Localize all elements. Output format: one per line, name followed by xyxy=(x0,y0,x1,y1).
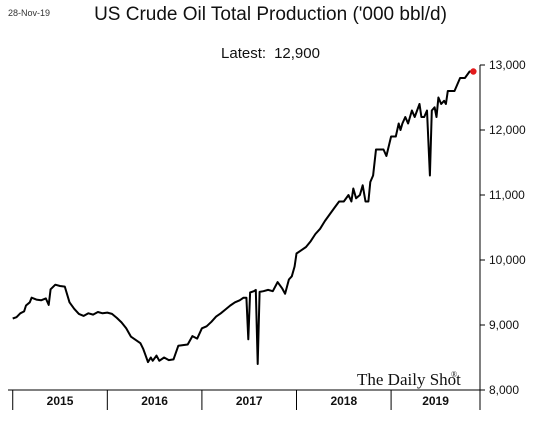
series-line xyxy=(12,70,474,365)
y-tick-label: 9,000 xyxy=(489,318,519,332)
x-tick-label: 2016 xyxy=(141,394,168,408)
watermark-text: The Daily Shot xyxy=(357,370,461,389)
x-tick-label: 2015 xyxy=(47,394,74,408)
date-stamp: 28-Nov-19 xyxy=(8,8,51,18)
latest-point-marker xyxy=(470,68,477,75)
x-tick-label: 2018 xyxy=(330,394,357,408)
chart-title: US Crude Oil Total Production ('000 bbl/… xyxy=(94,4,447,25)
watermark: The Daily Shot ® xyxy=(357,370,461,389)
x-tick-label: 2019 xyxy=(422,394,449,408)
line-layer xyxy=(12,68,477,365)
y-tick-label: 12,000 xyxy=(489,123,526,137)
x-tick-label: 2017 xyxy=(236,394,263,408)
y-tick-label: 8,000 xyxy=(489,383,519,397)
axes-layer: 8,000 9,000 10,000 11,000 12,000 13,000 2015 20… xyxy=(8,58,526,410)
latest-label: Latest: xyxy=(221,45,267,62)
y-tick-label: 11,000 xyxy=(489,188,525,202)
watermark-mark: ® xyxy=(451,370,457,379)
latest-annotation: Latest: 12,900 xyxy=(0,45,541,62)
y-tick-label: 10,000 xyxy=(489,253,526,267)
latest-value: 12,900 xyxy=(274,45,320,62)
y-tick-label: 13,000 xyxy=(489,58,526,72)
